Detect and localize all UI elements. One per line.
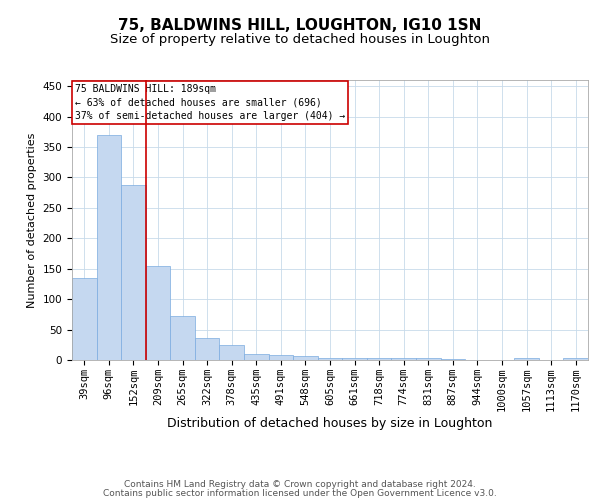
Bar [318,358,342,360]
Bar [269,355,293,360]
Bar [170,316,195,360]
Bar [146,266,170,360]
Bar [293,356,318,360]
Bar [195,338,220,360]
Bar [367,358,391,360]
Text: Contains HM Land Registry data © Crown copyright and database right 2024.: Contains HM Land Registry data © Crown c… [124,480,476,489]
Bar [342,358,367,360]
Bar [220,345,244,360]
Bar [514,358,539,360]
Text: Size of property relative to detached houses in Loughton: Size of property relative to detached ho… [110,32,490,46]
Bar [72,278,97,360]
Bar [563,358,588,360]
Y-axis label: Number of detached properties: Number of detached properties [27,132,37,308]
Text: Contains public sector information licensed under the Open Government Licence v3: Contains public sector information licen… [103,489,497,498]
Bar [97,135,121,360]
Bar [416,358,440,360]
Bar [121,184,146,360]
Bar [391,358,416,360]
Text: 75, BALDWINS HILL, LOUGHTON, IG10 1SN: 75, BALDWINS HILL, LOUGHTON, IG10 1SN [118,18,482,32]
Bar [244,354,269,360]
Text: 75 BALDWINS HILL: 189sqm
← 63% of detached houses are smaller (696)
37% of semi-: 75 BALDWINS HILL: 189sqm ← 63% of detach… [74,84,345,120]
X-axis label: Distribution of detached houses by size in Loughton: Distribution of detached houses by size … [167,417,493,430]
Bar [440,359,465,360]
